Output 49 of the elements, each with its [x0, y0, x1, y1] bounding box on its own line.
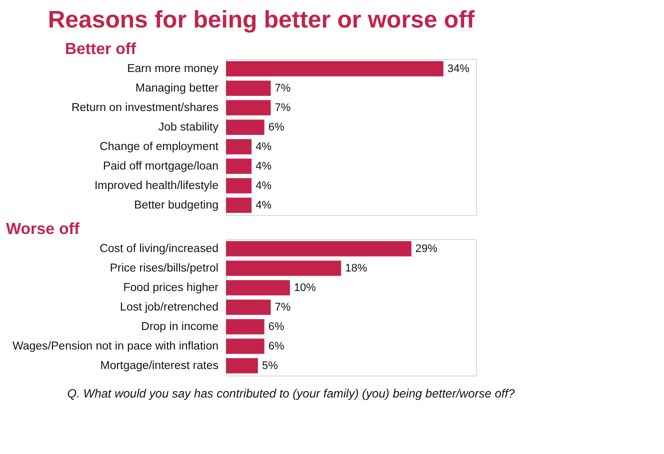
y-tick-label: Managing better: [135, 82, 219, 94]
bar: [226, 358, 258, 374]
bar: [226, 61, 444, 76]
bar: [226, 198, 252, 213]
data-label: 4%: [256, 160, 272, 172]
y-tick-label: Price rises/bills/petrol: [110, 262, 218, 274]
y-tick-label: Wages/Pension not in pace with inflation: [12, 340, 218, 352]
bar: [226, 280, 290, 296]
data-label: 7%: [274, 82, 291, 94]
data-label: 7%: [274, 301, 291, 314]
data-label: 7%: [274, 102, 291, 114]
bar: [226, 139, 252, 154]
bar: [226, 338, 264, 354]
y-tick-label: Job stability: [158, 121, 219, 134]
bar: [226, 260, 342, 276]
data-label: 34%: [447, 62, 470, 75]
data-label: 18%: [345, 262, 368, 274]
bar: [226, 100, 271, 116]
data-label: 10%: [294, 282, 316, 294]
y-tick-label: Food prices higher: [123, 282, 219, 294]
y-tick-label: Change of employment: [100, 140, 220, 153]
data-label: 4%: [256, 140, 272, 153]
bar: [226, 158, 252, 174]
y-tick-label: Cost of living/increased: [100, 242, 218, 255]
data-label: 4%: [256, 180, 272, 192]
bar: [226, 319, 264, 334]
y-tick-label: Improved health/lifestyle: [94, 180, 218, 192]
data-label: 4%: [256, 199, 272, 212]
y-tick-label: Drop in income: [141, 320, 218, 333]
bar: [226, 300, 271, 315]
y-tick-label: Mortgage/interest rates: [100, 360, 219, 372]
bar: [226, 120, 264, 135]
y-tick-label: Better budgeting: [134, 199, 218, 212]
data-label: 6%: [268, 340, 284, 352]
chart-subtitle: Better off: [64, 41, 137, 58]
data-label: 6%: [268, 320, 284, 333]
y-tick-label: Earn more money: [127, 62, 219, 75]
bar: [226, 178, 252, 194]
text: Q. What would you say has contributed to (your family) (you) being better/worse off?: [67, 386, 516, 400]
bar: [226, 241, 412, 256]
data-label: 5%: [262, 360, 278, 372]
y-tick-label: Paid off mortgage/loan: [102, 160, 218, 172]
data-label: 29%: [415, 242, 438, 255]
data-label: 6%: [268, 121, 284, 134]
text: Worse off: [6, 221, 80, 238]
bar: [226, 80, 271, 96]
chart-title: Reasons for being better or worse off: [48, 6, 476, 34]
y-tick-label: Return on investment/shares: [71, 102, 219, 114]
y-tick-label: Lost job/retrenched: [120, 301, 218, 314]
